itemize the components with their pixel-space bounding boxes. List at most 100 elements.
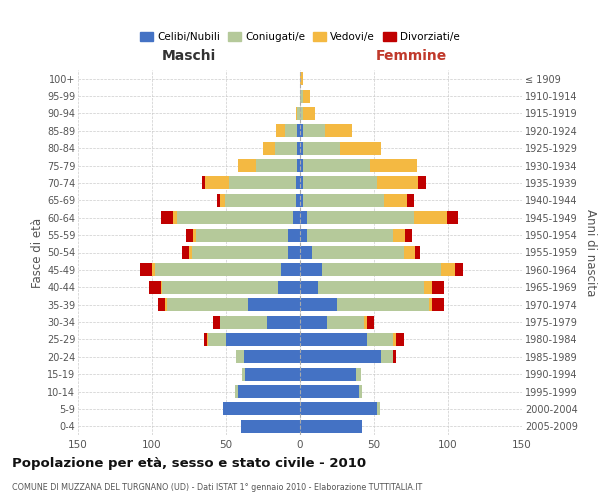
Bar (300, 159, 303, 172)
Bar (189, 246, 192, 259)
Bar (300, 211, 307, 224)
Bar (405, 228, 412, 241)
Bar (223, 402, 300, 415)
Bar (303, 90, 310, 102)
Bar (307, 211, 414, 224)
Bar (193, 228, 196, 241)
Bar (297, 142, 300, 154)
Bar (220, 316, 268, 328)
Bar (152, 264, 155, 276)
Bar (303, 142, 340, 154)
Bar (393, 350, 396, 364)
Bar (303, 107, 315, 120)
Bar (300, 228, 307, 241)
Bar (325, 124, 352, 138)
Bar (229, 176, 296, 190)
Bar (300, 124, 303, 138)
Bar (238, 159, 256, 172)
Bar (326, 316, 364, 328)
Bar (359, 385, 362, 398)
Bar (285, 124, 297, 138)
Bar (300, 246, 312, 259)
Bar (242, 368, 245, 380)
Bar (455, 264, 463, 276)
Bar (277, 124, 285, 138)
Bar (370, 159, 417, 172)
Bar (241, 420, 300, 433)
Bar (300, 176, 303, 190)
Bar (300, 72, 303, 85)
Bar (275, 142, 297, 154)
Bar (364, 316, 367, 328)
Bar (300, 402, 377, 415)
Bar (340, 142, 382, 154)
Text: Popolazione per età, sesso e stato civile - 2010: Popolazione per età, sesso e stato civil… (12, 458, 366, 470)
Bar (415, 246, 420, 259)
Bar (297, 159, 300, 172)
Bar (296, 194, 300, 207)
Y-axis label: Anni di nascita: Anni di nascita (584, 209, 597, 296)
Bar (300, 107, 303, 120)
Bar (288, 228, 300, 241)
Bar (238, 385, 300, 398)
Bar (278, 280, 300, 294)
Bar (300, 333, 367, 346)
Bar (163, 280, 278, 294)
Bar (429, 298, 432, 311)
Bar (300, 316, 326, 328)
Bar (440, 264, 455, 276)
Bar (414, 211, 446, 224)
Bar (149, 280, 161, 294)
Bar (296, 176, 300, 190)
Bar (312, 246, 404, 259)
Bar (393, 228, 405, 241)
Y-axis label: Fasce di età: Fasce di età (31, 218, 44, 288)
Bar (296, 107, 297, 120)
Bar (140, 264, 152, 276)
Bar (205, 176, 229, 190)
Bar (377, 402, 380, 415)
Bar (182, 246, 189, 259)
Bar (446, 211, 458, 224)
Bar (385, 194, 407, 207)
Bar (300, 90, 303, 102)
Bar (256, 159, 297, 172)
Bar (300, 280, 318, 294)
Bar (303, 159, 370, 172)
Bar (167, 298, 248, 311)
Bar (173, 211, 177, 224)
Bar (432, 298, 443, 311)
Bar (300, 385, 359, 398)
Bar (303, 194, 385, 207)
Bar (424, 280, 432, 294)
Bar (297, 124, 300, 138)
Bar (245, 368, 300, 380)
Bar (208, 333, 226, 346)
Bar (300, 194, 303, 207)
Bar (263, 142, 275, 154)
Bar (297, 107, 300, 120)
Bar (393, 333, 396, 346)
Bar (202, 176, 205, 190)
Bar (288, 246, 300, 259)
Bar (407, 194, 414, 207)
Bar (161, 280, 163, 294)
Bar (236, 350, 244, 364)
Bar (303, 176, 377, 190)
Bar (244, 350, 300, 364)
Bar (318, 280, 424, 294)
Bar (224, 194, 296, 207)
Text: Femmine: Femmine (376, 48, 446, 62)
Bar (303, 124, 325, 138)
Text: Maschi: Maschi (162, 48, 216, 62)
Bar (367, 333, 393, 346)
Bar (186, 228, 193, 241)
Bar (204, 333, 207, 346)
Bar (207, 333, 208, 346)
Bar (177, 211, 293, 224)
Bar (220, 194, 224, 207)
Bar (248, 298, 300, 311)
Bar (217, 194, 220, 207)
Bar (281, 264, 300, 276)
Bar (356, 368, 361, 380)
